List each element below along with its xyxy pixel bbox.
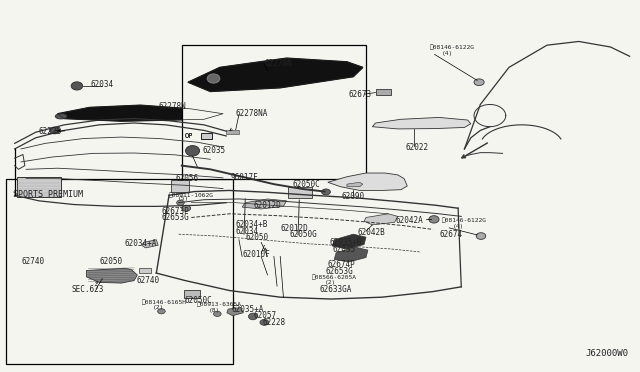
Text: Ⓢ08566-6205A: Ⓢ08566-6205A xyxy=(312,274,357,280)
FancyBboxPatch shape xyxy=(17,177,61,197)
Text: (4): (4) xyxy=(442,51,454,56)
Text: 62034: 62034 xyxy=(236,227,259,236)
Text: 62057: 62057 xyxy=(253,311,276,320)
Polygon shape xyxy=(188,58,363,92)
Text: Ⓑ08146-6122G: Ⓑ08146-6122G xyxy=(429,44,474,50)
Text: (2): (2) xyxy=(324,280,336,285)
FancyBboxPatch shape xyxy=(184,290,200,298)
FancyBboxPatch shape xyxy=(226,130,239,134)
Text: (4): (4) xyxy=(453,224,464,229)
FancyBboxPatch shape xyxy=(182,45,366,179)
Text: 62278NA: 62278NA xyxy=(236,109,268,118)
Text: (2): (2) xyxy=(153,305,164,310)
Polygon shape xyxy=(328,173,407,190)
Text: 62740: 62740 xyxy=(136,276,159,285)
Polygon shape xyxy=(372,118,471,129)
Text: 62034: 62034 xyxy=(91,80,114,89)
Text: (5): (5) xyxy=(178,196,189,201)
Ellipse shape xyxy=(248,313,257,320)
Text: OP: OP xyxy=(184,133,193,139)
Text: 62278N: 62278N xyxy=(158,102,186,111)
Text: 62012D: 62012D xyxy=(281,224,308,233)
Text: 62042A: 62042A xyxy=(396,216,424,225)
Text: OP: OP xyxy=(184,133,193,139)
Ellipse shape xyxy=(186,145,200,156)
Text: 62050C: 62050C xyxy=(293,180,321,189)
Text: 62653G: 62653G xyxy=(326,267,354,276)
Text: 62034+A: 62034+A xyxy=(125,239,157,248)
Text: 62035+B: 62035+B xyxy=(330,238,362,247)
Text: 62278N: 62278N xyxy=(264,59,292,68)
Text: 62010F: 62010F xyxy=(242,250,270,259)
Text: 62042B: 62042B xyxy=(358,228,385,237)
Text: 62050G: 62050G xyxy=(290,230,317,240)
Text: 62050: 62050 xyxy=(99,257,122,266)
Text: 62740: 62740 xyxy=(21,257,44,266)
Text: 62673P: 62673P xyxy=(161,207,189,216)
Text: 96017F: 96017F xyxy=(230,173,259,182)
Text: SEC.623: SEC.623 xyxy=(72,285,104,294)
Text: J62000W0: J62000W0 xyxy=(585,349,628,358)
Text: 62035+A: 62035+A xyxy=(231,305,264,314)
Text: 62050: 62050 xyxy=(245,233,268,242)
Polygon shape xyxy=(334,247,368,262)
Polygon shape xyxy=(86,268,138,283)
Ellipse shape xyxy=(157,309,165,314)
Ellipse shape xyxy=(429,216,439,223)
Text: 62674P: 62674P xyxy=(328,260,356,269)
Text: (8): (8) xyxy=(209,308,220,313)
Text: 62228: 62228 xyxy=(262,318,285,327)
Text: 62035: 62035 xyxy=(332,244,355,253)
Ellipse shape xyxy=(321,189,330,195)
Polygon shape xyxy=(141,240,158,248)
FancyBboxPatch shape xyxy=(376,89,392,95)
Text: Ⓑ08146-6122G: Ⓑ08146-6122G xyxy=(442,217,487,223)
Ellipse shape xyxy=(207,74,220,83)
Text: SPORTS PREMIUM: SPORTS PREMIUM xyxy=(13,190,83,199)
Polygon shape xyxy=(332,234,366,249)
Ellipse shape xyxy=(55,114,67,119)
Ellipse shape xyxy=(177,200,184,205)
Text: 62035: 62035 xyxy=(203,145,226,154)
Text: 62022: 62022 xyxy=(405,142,429,151)
FancyBboxPatch shape xyxy=(6,179,232,364)
Ellipse shape xyxy=(214,311,221,317)
FancyBboxPatch shape xyxy=(171,180,189,192)
Polygon shape xyxy=(58,105,223,121)
FancyBboxPatch shape xyxy=(288,187,312,198)
FancyBboxPatch shape xyxy=(202,134,212,138)
Text: Ⓑ08146-6165H: Ⓑ08146-6165H xyxy=(141,299,187,305)
Text: 62674: 62674 xyxy=(439,230,462,239)
Text: 62012D: 62012D xyxy=(253,201,282,210)
Text: 62050C: 62050C xyxy=(185,296,212,305)
Text: Ⓝ08911-1062G: Ⓝ08911-1062G xyxy=(168,192,213,198)
FancyBboxPatch shape xyxy=(139,268,150,273)
Text: 62633GA: 62633GA xyxy=(319,285,352,294)
Text: Ⓝ08913-6365A: Ⓝ08913-6365A xyxy=(196,302,241,307)
Text: 62090: 62090 xyxy=(342,192,365,201)
Text: 62673: 62673 xyxy=(349,90,372,99)
Polygon shape xyxy=(347,182,363,187)
Ellipse shape xyxy=(474,79,484,86)
Ellipse shape xyxy=(476,233,486,239)
Polygon shape xyxy=(227,308,243,316)
Text: 62653G: 62653G xyxy=(161,213,189,222)
Polygon shape xyxy=(364,214,397,225)
Text: 62228: 62228 xyxy=(39,126,62,136)
Text: 62034+B: 62034+B xyxy=(236,221,268,230)
Ellipse shape xyxy=(71,82,83,90)
Text: 62056: 62056 xyxy=(175,174,198,183)
Ellipse shape xyxy=(182,205,191,211)
Ellipse shape xyxy=(50,127,60,134)
Ellipse shape xyxy=(260,320,269,326)
Polygon shape xyxy=(242,199,287,209)
